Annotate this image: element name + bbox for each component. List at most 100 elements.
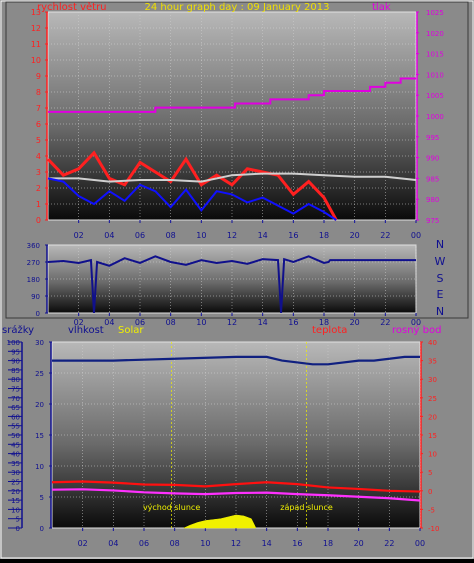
p2-xtick-label: 22 [380,318,390,327]
p2-xtick-label: 10 [196,318,206,327]
humidity-tick-label: 30 [35,339,44,347]
p3-series-1 [51,480,421,493]
p3-xtick-label: 16 [292,539,302,548]
p1-xtick-label: 10 [196,231,206,240]
p2-xtick-label: 08 [166,318,176,327]
sunset-annotation: západ slunce [280,503,333,512]
p2-xtick-label: 12 [227,318,237,327]
p1-xtick-label: 16 [288,231,298,240]
p2-ytick-label: 180 [27,276,40,284]
rain-label: srážky [2,324,34,336]
solar-series [183,514,257,529]
p1-ytick-left-label: 6 [36,120,41,129]
p2-xtick-label: 00 [411,318,421,327]
p3-xtick-label: 02 [78,539,88,548]
temp-tick-label: 10 [428,451,437,459]
humidity-tick-label: 0 [40,525,44,533]
p1-ytick-left-label: 10 [31,56,41,65]
p1-xtick-label: 06 [135,231,145,240]
p2-xtick-label: 02 [74,318,84,327]
temp-tick-label: 20 [428,413,437,421]
temp-tick-label: 30 [428,376,437,384]
p1-ytick-right-label: 980 [426,196,439,204]
temp-tick-label: 5 [428,469,432,477]
p1-ytick-right-label: 975 [426,217,439,225]
rain-tick-label: 25 [11,479,20,487]
compass-label-N: N [436,238,444,251]
sunrise-annotation: východ slunce [143,503,200,512]
rain-tick-label: 40 [11,451,20,459]
p3-xtick-label: 00 [415,539,425,548]
pressure-label: tlak [372,2,391,13]
p1-xtick-label: 18 [319,231,329,240]
p1-ytick-left-label: 4 [36,152,41,161]
p1-ytick-right-label: 995 [426,134,439,142]
humidity-tick-label: 15 [35,432,44,440]
rain-tick-label: 75 [11,386,20,394]
p3-xtick-label: 08 [170,539,180,548]
p1-xtick-label: 12 [227,231,237,240]
wind-pressure-plot-area [47,11,417,221]
compass-label-E: E [437,288,444,301]
humidity-tick-label: 20 [35,401,44,409]
p1-ytick-right-label: 1010 [426,71,444,79]
p1-ytick-right-label: 985 [426,175,439,183]
p1-ytick-right-label: 1000 [426,113,444,121]
p3-series-0 [52,355,420,366]
p1-ytick-right-label: 1025 [426,9,444,17]
temp-tick-label: -10 [428,525,439,533]
p1-ytick-right-label: 1015 [426,51,444,59]
temp-tick-label: 25 [428,395,437,403]
chart-title: 24 hour graph day : 09 January 2013 [145,2,330,13]
compass-label-S: S [437,272,444,285]
p1-xtick-label: 22 [380,231,390,240]
p3-series-2 [51,488,421,502]
rain-tick-label: 45 [11,441,20,449]
rain-tick-label: 10 [11,506,20,514]
p1-ytick-left-label: 9 [36,72,41,81]
p1-ytick-left-label: 11 [31,40,41,49]
wind-series-1 [46,150,338,221]
rain-tick-label: 30 [11,469,20,477]
p2-ytick-label: 90 [31,293,40,301]
humidity-tick-label: 10 [35,463,44,471]
p1-ytick-left-label: 8 [36,88,41,97]
wind-direction-series [47,255,416,314]
wind-speed-label: rychlost větru [37,1,107,13]
p3-xtick-label: 06 [139,539,149,548]
p2-xtick-label: 20 [350,318,360,327]
solar-label: Solar [118,325,144,336]
p1-xtick-label: 08 [166,231,176,240]
rain-tick-label: 95 [11,348,20,356]
rain-tick-label: 35 [11,460,20,468]
compass-label-N: N [436,305,444,318]
p1-ytick-left-label: 13 [31,8,41,17]
p2-xtick-label: 16 [288,318,298,327]
wind-series-0 [48,77,416,113]
rain-tick-label: 90 [11,358,20,366]
dewpoint-label: rosný bod [392,324,441,336]
upper-frame [5,1,469,319]
humidity-label: vlhkost [68,325,104,336]
humidity-tick-label: 25 [35,370,44,378]
p1-xtick-label: 02 [74,231,84,240]
p1-ytick-right-label: 1020 [426,30,444,38]
p1-xtick-label: 04 [104,231,114,240]
rain-tick-label: 70 [11,395,20,403]
p3-xtick-label: 10 [200,539,210,548]
humidity-tick-label: 5 [40,494,44,502]
p3-xtick-label: 12 [231,539,241,548]
p1-xtick-label: 14 [258,231,268,240]
rain-tick-label: 60 [11,413,20,421]
rain-tick-label: 20 [11,488,20,496]
rain-tick-label: 65 [11,404,20,412]
temperature-label: teplota [312,325,347,336]
p1-ytick-left-label: 1 [36,200,41,209]
rain-tick-label: 15 [11,497,20,505]
temp-tick-label: 40 [428,339,437,347]
p1-ytick-right-label: 1005 [426,92,444,100]
p2-xtick-label: 14 [258,318,268,327]
p3-xtick-label: 18 [323,539,333,548]
